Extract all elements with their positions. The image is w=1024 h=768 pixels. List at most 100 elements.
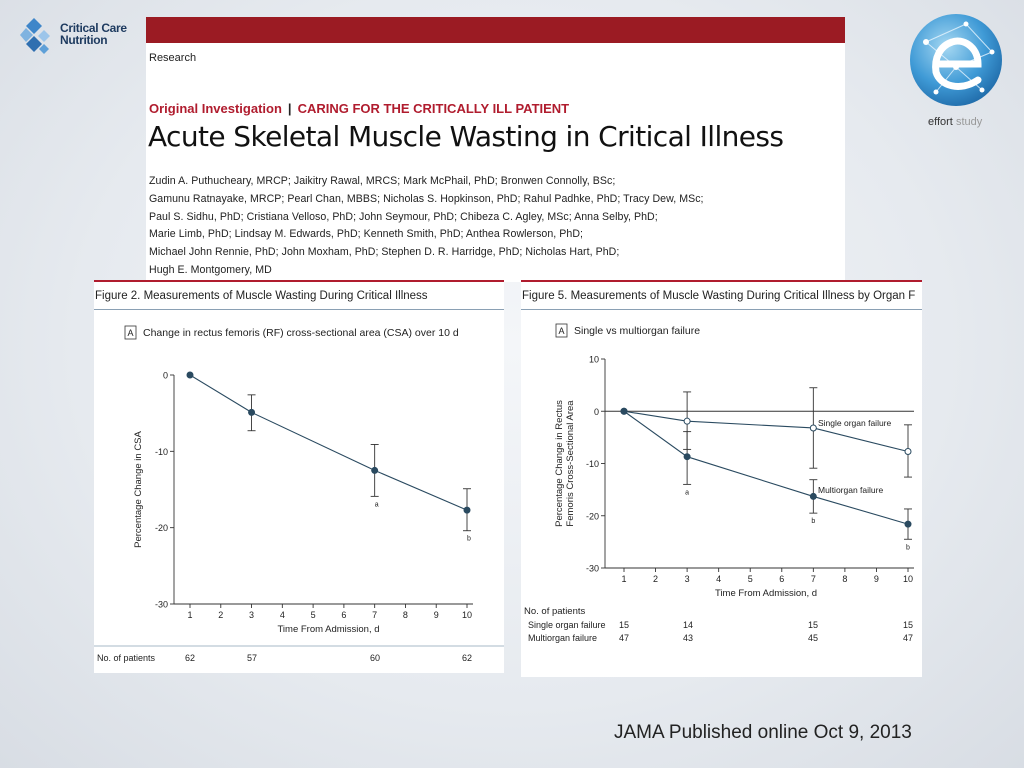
x-tick-label: 2 bbox=[653, 574, 658, 584]
figure-5-title: Figure 5. Measurements of Muscle Wasting… bbox=[522, 290, 916, 302]
data-point bbox=[463, 506, 471, 514]
data-point bbox=[904, 520, 912, 528]
x-tick-label: 8 bbox=[842, 574, 847, 584]
data-point bbox=[248, 408, 256, 416]
article-kicker: Original Investigation | CARING FOR THE CR… bbox=[149, 101, 569, 116]
effort-brand-light: study bbox=[955, 116, 983, 128]
footnote-mark: b bbox=[467, 536, 471, 543]
y-tick-label: -10 bbox=[586, 459, 599, 469]
y-tick-label: 0 bbox=[594, 407, 599, 417]
data-point bbox=[683, 453, 691, 461]
author-line: Paul S. Sidhu, PhD; Cristiana Velloso, P… bbox=[149, 210, 658, 223]
author-line: Michael John Rennie, PhD; John Moxham, P… bbox=[149, 246, 620, 259]
ccn-logo-line-1: Critical Care bbox=[60, 21, 127, 35]
x-tick-label: 6 bbox=[779, 574, 784, 584]
y-tick-label: -20 bbox=[155, 523, 168, 533]
patient-count: 15 bbox=[619, 620, 629, 630]
x-tick-label: 3 bbox=[249, 610, 254, 620]
panel-letter: A bbox=[558, 326, 564, 336]
series-label: Single organ failure bbox=[818, 418, 892, 428]
patients-label: No. of patients bbox=[97, 653, 156, 663]
panel-caption: Single vs multiorgan failure bbox=[574, 325, 700, 337]
figure-5-chart: A Single vs multiorgan failure 10 0 -10 -20… bbox=[524, 323, 914, 643]
effort-study-logo: effort study bbox=[906, 12, 1006, 132]
x-tick-label: 1 bbox=[621, 574, 626, 584]
panel-letter-box bbox=[124, 325, 137, 340]
series-label: Multiorgan failure bbox=[818, 485, 883, 495]
y-tick-label: -30 bbox=[155, 600, 168, 610]
x-tick-label: 8 bbox=[403, 610, 408, 620]
series-line bbox=[623, 410, 909, 453]
article-section: Research bbox=[149, 52, 197, 64]
x-tick-label: 1 bbox=[187, 610, 192, 620]
y-axis-title: Femoris Cross-Sectional Area bbox=[565, 400, 576, 527]
panel-caption: Change in rectus femoris (RF) cross-sect… bbox=[143, 327, 459, 339]
x-tick-label: 10 bbox=[462, 610, 472, 620]
patient-count: 43 bbox=[683, 633, 693, 643]
footnote-mark: b bbox=[811, 518, 815, 525]
footnote-mark: a bbox=[685, 489, 689, 496]
y-tick-label: -20 bbox=[586, 511, 599, 521]
figure-2-title: Figure 2. Measurements of Muscle Wasting… bbox=[95, 290, 428, 302]
patient-count: 62 bbox=[185, 653, 195, 663]
author-line: Hugh E. Montgomery, MD bbox=[149, 263, 272, 276]
x-tick-label: 10 bbox=[903, 574, 913, 584]
author-list: Zudin A. Puthucheary, MRCP; Jaikitry Raw… bbox=[149, 173, 839, 280]
citation: JAMA Published online Oct 9, 2013 bbox=[614, 722, 912, 743]
data-point bbox=[809, 424, 817, 432]
critical-care-nutrition-logo: Critical Care Nutrition bbox=[20, 14, 140, 60]
kicker-type: Original Investigation bbox=[149, 101, 282, 116]
figure-2-rule bbox=[94, 309, 504, 310]
patient-count: 15 bbox=[903, 620, 913, 630]
author-line: Marie Limb, PhD; Lindsay M. Edwards, PhD… bbox=[149, 228, 584, 241]
x-tick-label: 5 bbox=[311, 610, 316, 620]
figure-2-chart: A Change in rectus femoris (RF) cross-se… bbox=[94, 325, 504, 663]
patient-count: 57 bbox=[247, 653, 257, 663]
x-tick-label: 7 bbox=[372, 610, 377, 620]
figure-2-panel: Figure 2. Measurements of Muscle Wasting… bbox=[94, 280, 504, 673]
article-header-image: Research Original Investigation | CARING F… bbox=[146, 17, 845, 282]
patients-label: No. of patients bbox=[524, 606, 586, 617]
ccn-logo-line-2: Nutrition bbox=[60, 33, 108, 47]
data-point bbox=[683, 417, 691, 425]
figure-5-rule bbox=[521, 309, 922, 310]
patient-count: 47 bbox=[903, 633, 913, 643]
author-line: Gamunu Ratnayake, MRCP; Pearl Chan, MBBS… bbox=[149, 192, 704, 205]
y-tick-label: 10 bbox=[589, 355, 599, 365]
footnote-mark: b bbox=[906, 544, 910, 551]
patient-count: 47 bbox=[619, 633, 629, 643]
x-tick-label: 3 bbox=[685, 574, 690, 584]
patient-count: 45 bbox=[808, 633, 818, 643]
data-point bbox=[620, 407, 628, 415]
data-point bbox=[809, 492, 817, 500]
patients-row-label: Multiorgan failure bbox=[528, 633, 597, 643]
series-line bbox=[189, 374, 468, 511]
figure-5-panel: Figure 5. Measurements of Muscle Wasting… bbox=[521, 280, 922, 677]
author-line: Zudin A. Puthucheary, MRCP; Jaikitry Raw… bbox=[149, 175, 616, 187]
y-axis-title: Percentage Change in Rectus bbox=[554, 400, 565, 527]
x-axis-title: Time From Admission, d bbox=[277, 624, 379, 635]
x-tick-label: 5 bbox=[748, 574, 753, 584]
y-tick-label: -30 bbox=[586, 564, 599, 574]
panel-letter-box bbox=[555, 323, 568, 338]
patient-count: 60 bbox=[370, 653, 380, 663]
x-tick-label: 2 bbox=[218, 610, 223, 620]
x-tick-label: 9 bbox=[874, 574, 879, 584]
data-point bbox=[186, 371, 194, 379]
data-point bbox=[371, 466, 379, 474]
x-tick-label: 7 bbox=[811, 574, 816, 584]
effort-brand-bold: effort bbox=[928, 116, 953, 128]
y-tick-label: -10 bbox=[155, 447, 168, 457]
kicker-separator: | bbox=[287, 101, 292, 116]
effort-globe-icon bbox=[910, 14, 1002, 106]
y-tick-label: 0 bbox=[163, 371, 168, 381]
y-axis-title: Percentage Change in CSA bbox=[133, 430, 144, 547]
patient-count: 14 bbox=[683, 620, 693, 630]
x-tick-label: 4 bbox=[280, 610, 285, 620]
footnote-mark: a bbox=[375, 501, 379, 508]
journal-red-bar bbox=[146, 17, 845, 43]
patient-count: 15 bbox=[808, 620, 818, 630]
patient-count: 62 bbox=[462, 653, 472, 663]
panel-letter: A bbox=[127, 328, 133, 338]
x-tick-label: 4 bbox=[716, 574, 721, 584]
